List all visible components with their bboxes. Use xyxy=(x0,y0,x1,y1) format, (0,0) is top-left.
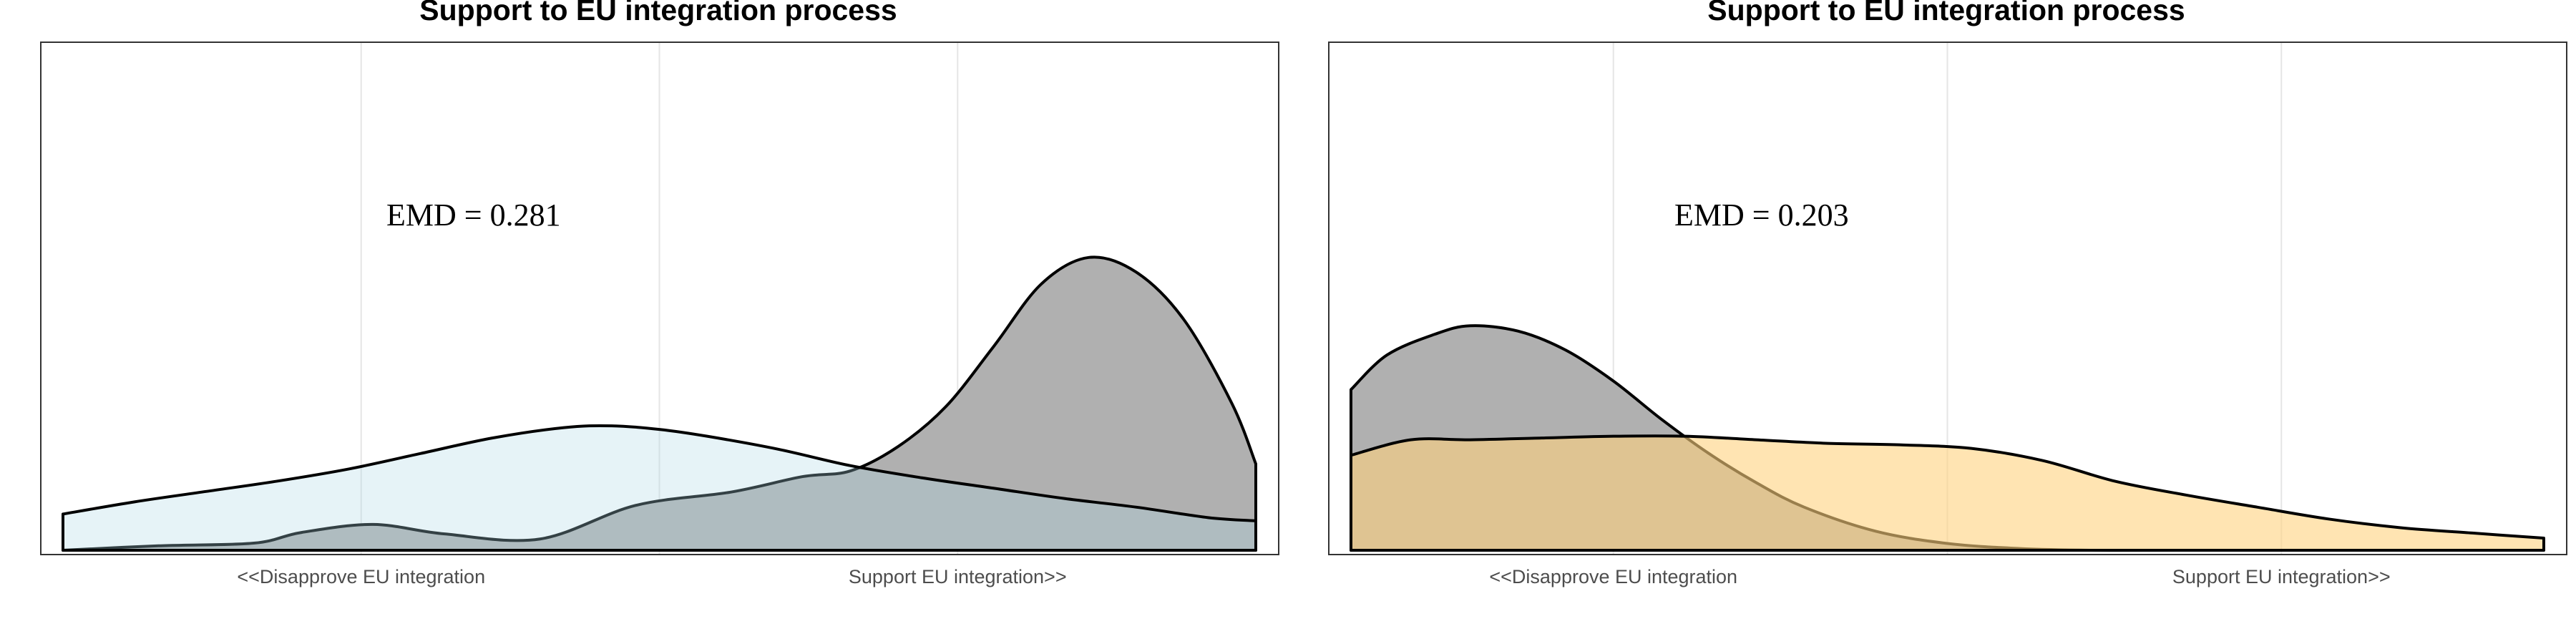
density-area-0 xyxy=(62,255,1257,552)
density-areas xyxy=(62,255,1257,552)
emd-annotation: EMD = 0.203 xyxy=(1674,197,1849,233)
x-tick-label-1: Support EU integration>> xyxy=(2172,566,2391,587)
density-area-1 xyxy=(1350,434,2545,552)
panel-right: Support to EU integration process EMD = … xyxy=(1328,0,2567,587)
x-tick-labels: <<Disapprove EU integration Support EU in… xyxy=(1489,566,2390,587)
panel-left: Support to EU integration process EMD = … xyxy=(40,0,1279,587)
density-area-1 xyxy=(62,424,1257,552)
x-tick-labels: <<Disapprove EU integration Support EU in… xyxy=(237,566,1066,587)
x-tick-label-0: <<Disapprove EU integration xyxy=(237,566,485,587)
plot-frame xyxy=(1328,42,2567,555)
x-tick-label-1: Support EU integration>> xyxy=(849,566,1067,587)
plot-frame xyxy=(40,42,1279,555)
emd-annotation: EMD = 0.281 xyxy=(386,197,561,233)
panel-title: Support to EU integration process xyxy=(1707,0,2185,26)
panel-title: Support to EU integration process xyxy=(419,0,897,26)
density-areas xyxy=(1350,324,2545,552)
x-tick-label-0: <<Disapprove EU integration xyxy=(1489,566,1737,587)
